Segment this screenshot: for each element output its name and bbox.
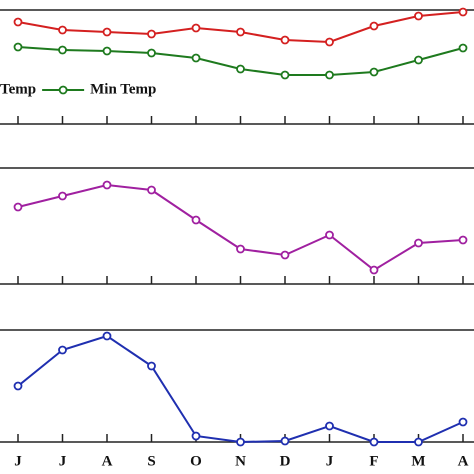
x-tick-label: F: [369, 453, 378, 469]
data-point: [236, 27, 245, 37]
data-point: [191, 23, 201, 33]
data-point: [58, 191, 67, 201]
data-point: [280, 250, 290, 260]
data-point: [414, 55, 423, 65]
data-point: [102, 331, 112, 341]
data-point: [280, 436, 290, 446]
x-tick-label: J: [14, 453, 22, 469]
data-point: [369, 437, 379, 447]
x-tick-label: N: [235, 453, 246, 469]
data-point: [236, 64, 245, 74]
data-point: [280, 35, 290, 45]
data-point: [13, 202, 23, 212]
data-point: [147, 185, 156, 195]
data-point: [369, 265, 379, 275]
x-tick-label: J: [59, 453, 67, 469]
data-point: [236, 244, 245, 254]
legend-label: Temp: [0, 81, 36, 97]
data-point: [102, 27, 112, 37]
data-point: [369, 21, 379, 31]
data-point: [369, 67, 379, 77]
data-point: [147, 29, 156, 39]
legend-marker: [58, 85, 68, 95]
data-point: [13, 381, 23, 391]
series-line: [17, 334, 464, 444]
data-point: [458, 235, 468, 245]
x-tick-label: S: [147, 453, 155, 469]
x-tick-label: A: [458, 453, 469, 469]
data-point: [325, 230, 334, 240]
data-point: [458, 7, 468, 17]
data-point: [191, 431, 201, 441]
data-point: [236, 437, 245, 447]
data-point: [58, 345, 67, 355]
data-point: [58, 25, 67, 35]
series-line: [17, 11, 464, 44]
x-tick-label: D: [280, 453, 291, 469]
data-point: [13, 42, 23, 52]
data-point: [325, 37, 334, 47]
data-point: [102, 180, 112, 190]
data-point: [325, 70, 334, 80]
data-point: [458, 43, 468, 53]
data-point: [414, 238, 423, 248]
series-line: [17, 183, 464, 272]
data-point: [13, 17, 23, 27]
data-point: [280, 70, 290, 80]
data-point: [102, 46, 112, 56]
data-point: [458, 417, 468, 427]
x-tick-label: M: [411, 453, 425, 469]
x-tick-label: J: [326, 453, 334, 469]
data-point: [58, 45, 67, 55]
data-point: [414, 11, 423, 21]
data-point: [414, 437, 423, 447]
data-point: [147, 48, 156, 58]
data-point: [325, 421, 334, 431]
legend-label: Min Temp: [90, 81, 156, 97]
x-tick-label: O: [190, 453, 202, 469]
data-point: [191, 215, 201, 225]
x-tick-label: A: [102, 453, 113, 469]
data-point: [191, 53, 201, 63]
data-point: [147, 361, 156, 371]
